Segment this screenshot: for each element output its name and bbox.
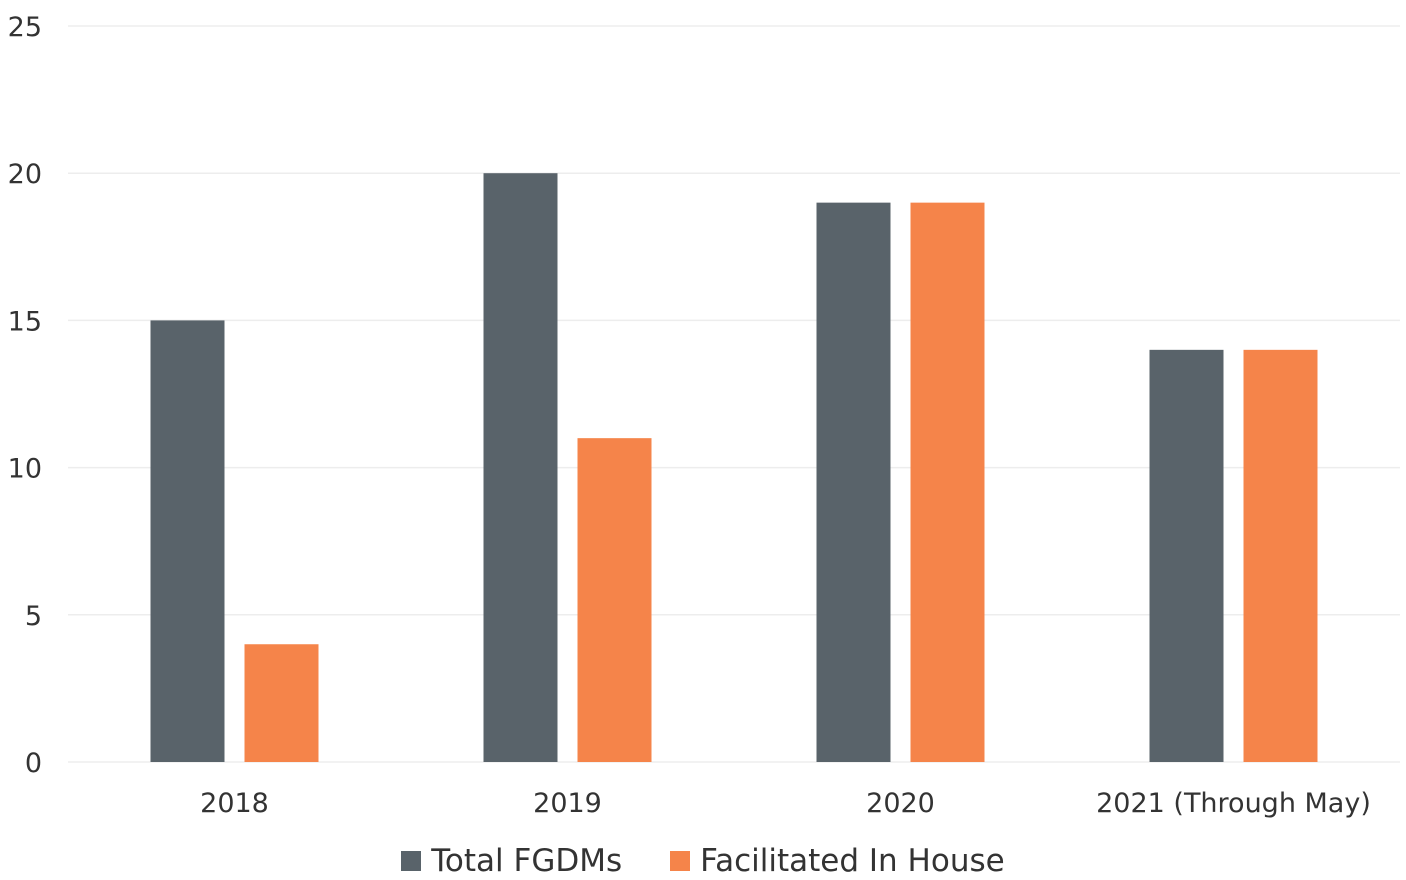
y-tick-label: 0 bbox=[25, 748, 42, 779]
bar-facilitated-in-house-2018 bbox=[244, 644, 319, 762]
bar-facilitated-in-house-2019 bbox=[577, 438, 652, 762]
x-category-label: 2018 bbox=[200, 788, 269, 819]
bar-facilitated-in-house-2020 bbox=[910, 202, 985, 762]
bar-total-fgdms-2021-through-may bbox=[1149, 349, 1224, 762]
x-category-label: 2019 bbox=[533, 788, 602, 819]
y-tick-label: 5 bbox=[25, 601, 42, 632]
legend-label-facilitated-in-house: Facilitated In House bbox=[700, 843, 1005, 879]
x-category-label: 2020 bbox=[866, 788, 935, 819]
y-tick-label: 20 bbox=[8, 159, 42, 190]
legend-item-total-fgdms: Total FGDMs bbox=[401, 843, 622, 879]
bar-facilitated-in-house-2021-through-may bbox=[1243, 349, 1318, 762]
bars bbox=[150, 173, 1318, 762]
legend-item-facilitated-in-house: Facilitated In House bbox=[670, 843, 1005, 879]
x-axis-labels: 2018 2019 2020 2021 (Through May) bbox=[200, 788, 1371, 819]
y-axis-ticks: 0 5 10 15 20 25 bbox=[8, 12, 42, 779]
y-tick-label: 25 bbox=[8, 12, 42, 43]
y-tick-label: 10 bbox=[8, 454, 42, 485]
bar-total-fgdms-2020 bbox=[816, 202, 891, 762]
bar-total-fgdms-2018 bbox=[150, 320, 225, 762]
legend: Total FGDMs Facilitated In House bbox=[0, 842, 1406, 880]
y-tick-label: 15 bbox=[8, 306, 42, 337]
legend-swatch-facilitated-in-house bbox=[670, 851, 691, 871]
x-category-label: 2021 (Through May) bbox=[1096, 788, 1371, 819]
bar-total-fgdms-2019 bbox=[483, 173, 558, 762]
legend-label-total-fgdms: Total FGDMs bbox=[431, 843, 623, 879]
legend-swatch-total-fgdms bbox=[401, 851, 422, 871]
